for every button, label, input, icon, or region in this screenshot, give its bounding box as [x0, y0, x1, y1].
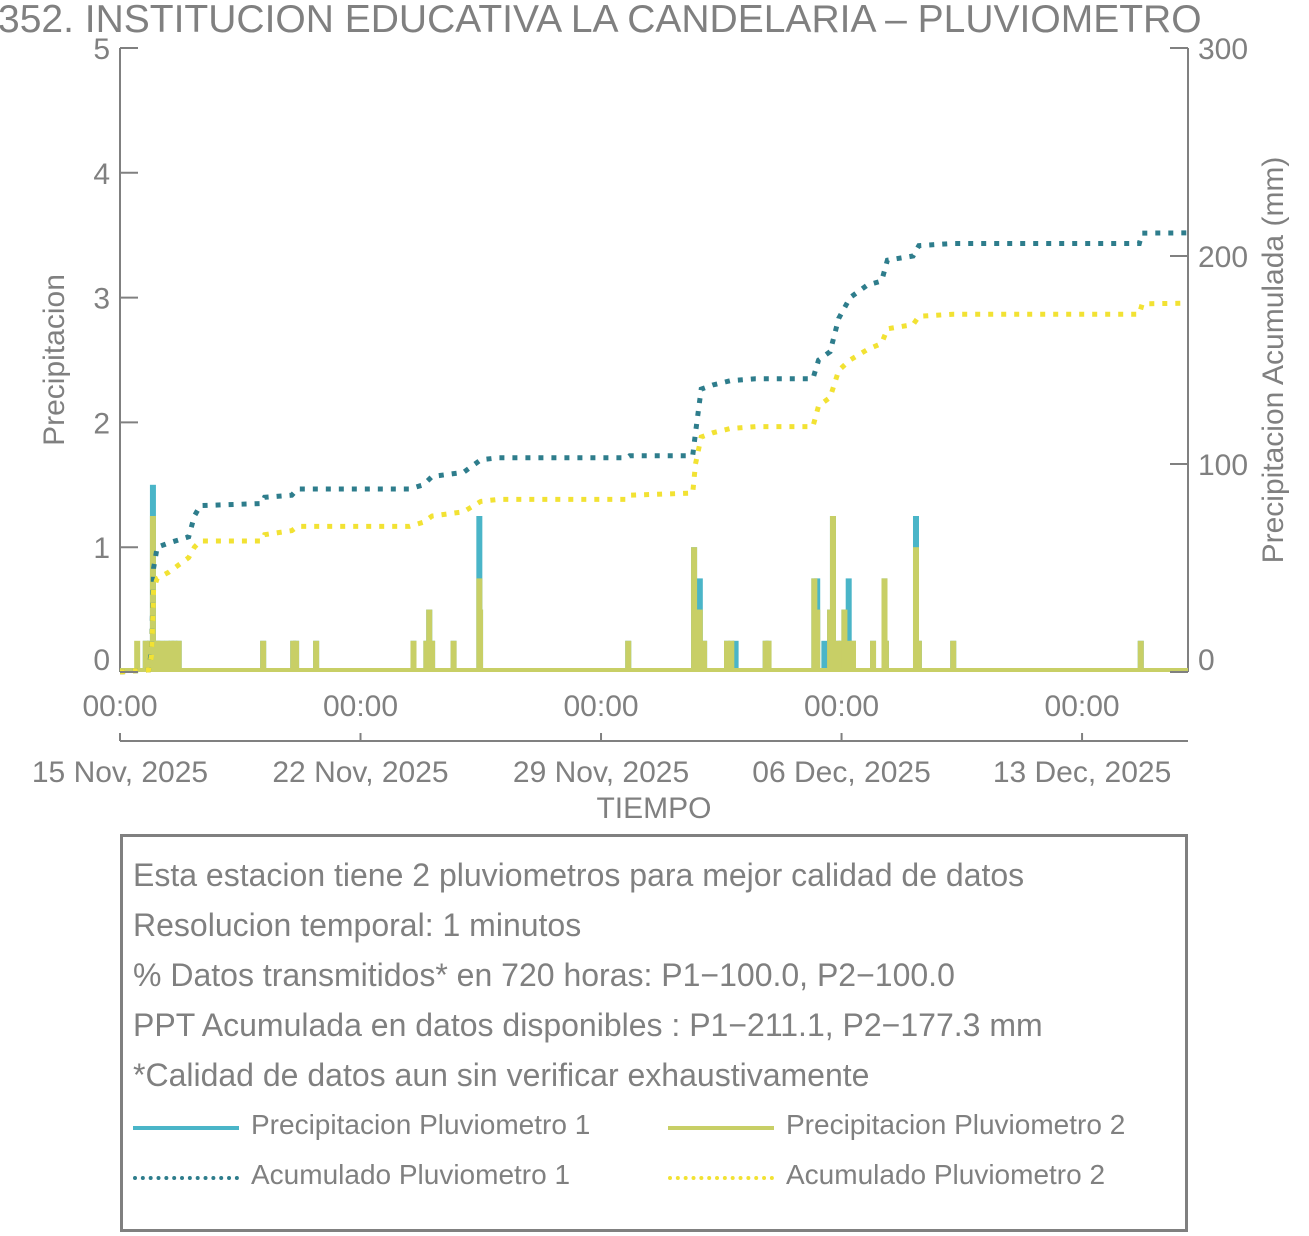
precip-bar-p2 [293, 640, 300, 672]
precip-bar-p1 [732, 640, 739, 672]
info-line-transmitted: % Datos transmitidos* en 720 horas: P1−1… [133, 957, 955, 993]
info-legend-box: Esta estacion tiene 2 pluviometros para … [120, 834, 1188, 1232]
precip-bar-p2 [841, 609, 848, 672]
y-left-tick-label: 2 [93, 407, 110, 440]
x-tick-date-label: 15 Nov, 2025 [32, 756, 208, 789]
legend-swatch-precip-p2 [668, 1126, 774, 1130]
y-left-tick-label: 1 [93, 532, 110, 565]
precip-bar-p2 [724, 640, 731, 672]
bars-layer [120, 484, 1188, 672]
x-tick-time-label: 00:00 [323, 690, 398, 723]
info-line-quality-note: *Calidad de datos aun sin verificar exha… [133, 1057, 870, 1093]
precip-bar-p2 [313, 640, 320, 672]
cumulative-lines-layer [119, 230, 1189, 675]
y-left-tick-label: 4 [93, 158, 110, 191]
info-line-accumulated: PPT Acumulada en datos disponibles : P1−… [133, 1007, 1043, 1043]
x-tick-date-label: 29 Nov, 2025 [513, 756, 689, 789]
precip-bar-p2 [882, 640, 889, 672]
precip-bar-p2 [701, 640, 708, 672]
info-line-resolution: Resolucion temporal: 1 minutos [133, 907, 582, 943]
precip-bar-p2 [260, 640, 267, 672]
precip-bar-p2 [477, 609, 484, 672]
precip-bar-p2 [154, 640, 161, 672]
precip-bar-p1 [821, 640, 828, 672]
axes-layer: 0 1 2 3 4 5 0 100 200 300 00:00 15 Nov, 2025 00:00 22… [32, 33, 1248, 789]
precip-bar-p2 [696, 609, 703, 672]
accumulated-line-p1 [119, 230, 1189, 675]
precip-bar-p2 [870, 640, 877, 672]
accumulated-line-p2 [119, 300, 1189, 675]
legend-item-accum-p2: Acumulado Pluviometro 2 [668, 1159, 1188, 1195]
y-left-tick-label: 0 [93, 644, 110, 677]
precip-bar-p2 [171, 640, 178, 672]
precip-bar-p2 [950, 640, 957, 672]
legend-swatch-accum-p2 [668, 1176, 774, 1180]
legend-item-precip-p2: Precipitacion Pluviometro 2 [668, 1109, 1188, 1145]
legend-swatch-precip-p1 [133, 1126, 239, 1130]
precip-bar-p2 [625, 640, 632, 672]
y-left-tick-label: 5 [93, 33, 110, 66]
y-right-tick-label: 300 [1198, 33, 1248, 66]
precip-bar-p2 [450, 640, 457, 672]
y-right-tick-label: 0 [1198, 644, 1215, 677]
precip-bar-p2 [1137, 640, 1144, 672]
precip-bar-p2 [814, 609, 821, 672]
legend-swatch-accum-p1 [133, 1176, 239, 1180]
precip-bar-p2 [849, 640, 856, 672]
x-tick-time-label: 00:00 [563, 690, 638, 723]
legend-item-precip-p1: Precipitacion Pluviometro 1 [133, 1109, 653, 1145]
precip-bar-p2 [134, 640, 141, 672]
y-right-tick-label: 200 [1198, 241, 1248, 274]
x-tick-date-label: 22 Nov, 2025 [272, 756, 448, 789]
legend-item-accum-p1: Acumulado Pluviometro 1 [133, 1159, 653, 1195]
precip-bar-p2 [834, 640, 841, 672]
x-axis-label: TIEMPO [596, 792, 711, 825]
precip-bar-p2 [765, 640, 772, 672]
legend-label-precip-p2: Precipitacion Pluviometro 2 [786, 1109, 1126, 1140]
rainfall-chart: 352. INSTITUCION EDUCATIVA LA CANDELARIA… [0, 0, 1290, 825]
precip-bar-p2 [142, 640, 149, 672]
precip-bar-p2 [158, 640, 165, 672]
y-axis-right-label: Precipitacion Acumulada (mm) [1257, 157, 1290, 564]
precip-bar-p2 [728, 640, 735, 672]
chart-title: 352. INSTITUCION EDUCATIVA LA CANDELARIA… [0, 0, 1202, 41]
y-axis-left-label: Precipitacion [38, 274, 71, 446]
precip-bar-p2 [829, 516, 836, 672]
x-tick-time-label: 00:00 [82, 690, 157, 723]
precip-bar-p2 [915, 640, 922, 672]
precip-bar-p2 [881, 578, 888, 672]
precip-bar-p2 [912, 547, 919, 672]
x-tick-time-label: 00:00 [804, 690, 879, 723]
legend-label-accum-p1: Acumulado Pluviometro 1 [251, 1159, 571, 1190]
info-line-stations: Esta estacion tiene 2 pluviometros para … [133, 857, 1025, 893]
legend-label-accum-p2: Acumulado Pluviometro 2 [786, 1159, 1106, 1190]
legend-label-precip-p1: Precipitacion Pluviometro 1 [251, 1109, 591, 1140]
precip-bar-p2 [410, 640, 417, 672]
y-right-tick-label: 100 [1198, 449, 1248, 482]
x-tick-time-label: 00:00 [1045, 690, 1120, 723]
plot-frame [119, 48, 1189, 742]
x-tick-date-label: 06 Dec, 2025 [752, 756, 930, 789]
precip-bar-p2 [164, 640, 171, 672]
precip-bar-p2 [845, 640, 852, 672]
precip-bar-p2 [429, 640, 436, 672]
precip-bar-p2 [175, 640, 182, 672]
x-tick-date-label: 13 Dec, 2025 [993, 756, 1171, 789]
y-left-tick-label: 3 [93, 283, 110, 316]
precip-bar-p1 [845, 578, 852, 672]
